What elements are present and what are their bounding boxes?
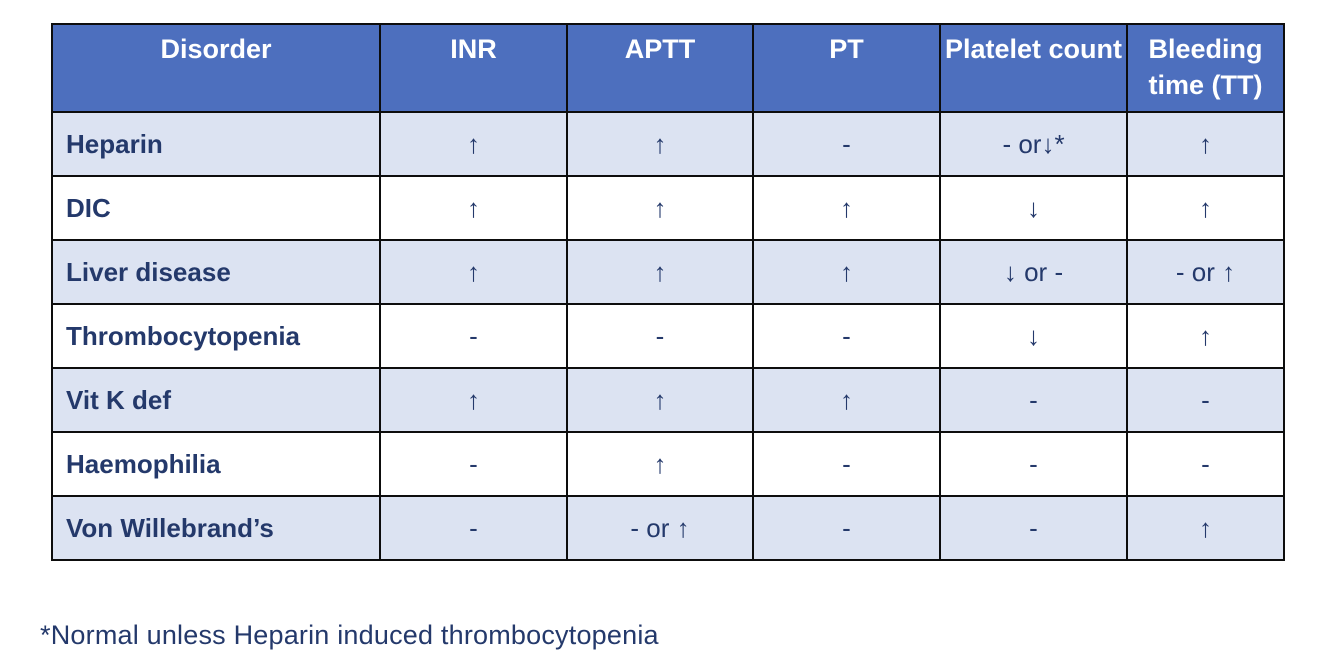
- pt-value-cell: -: [752, 111, 941, 177]
- pt-value-cell: -: [752, 495, 941, 561]
- bleeding-time-value-cell: - or ↑: [1126, 239, 1285, 305]
- pt-value-cell: ↑: [752, 367, 941, 433]
- disorder-name-cell: Heparin: [51, 111, 381, 177]
- inr-value-cell: ↑: [379, 111, 568, 177]
- table-body: Heparin ↑ ↑ - - or↓* ↑ DIC ↑ ↑ ↑ ↓ ↑ Liv…: [51, 111, 1285, 561]
- pt-value-cell: ↑: [752, 239, 941, 305]
- table-row: Thrombocytopenia - - - ↓ ↑: [51, 303, 1285, 369]
- disorder-name-cell: Thrombocytopenia: [51, 303, 381, 369]
- header-row: Disorder INR APTT PT Platelet count Blee…: [51, 23, 1285, 113]
- platelet-count-value-cell: ↓ or -: [939, 239, 1128, 305]
- inr-value-cell: ↑: [379, 367, 568, 433]
- disorder-name-cell: Von Willebrand’s: [51, 495, 381, 561]
- column-header-disorder: Disorder: [51, 23, 381, 113]
- aptt-value-cell: -: [566, 303, 754, 369]
- bleeding-time-value-cell: -: [1126, 367, 1285, 433]
- pt-value-cell: -: [752, 431, 941, 497]
- bleeding-time-value-cell: ↑: [1126, 175, 1285, 241]
- pt-value-cell: ↑: [752, 175, 941, 241]
- bleeding-time-value-cell: ↑: [1126, 495, 1285, 561]
- aptt-value-cell: - or ↑: [566, 495, 754, 561]
- disorder-name-cell: Haemophilia: [51, 431, 381, 497]
- platelet-count-value-cell: ↓: [939, 303, 1128, 369]
- inr-value-cell: -: [379, 303, 568, 369]
- disorder-name-cell: DIC: [51, 175, 381, 241]
- table-row: Haemophilia - ↑ - - -: [51, 431, 1285, 497]
- inr-value-cell: ↑: [379, 239, 568, 305]
- column-header-platelet-count: Platelet count: [939, 23, 1128, 113]
- aptt-value-cell: ↑: [566, 239, 754, 305]
- column-header-aptt: APTT: [566, 23, 754, 113]
- aptt-value-cell: ↑: [566, 111, 754, 177]
- table-row: DIC ↑ ↑ ↑ ↓ ↑: [51, 175, 1285, 241]
- disorders-table: Disorder INR APTT PT Platelet count Blee…: [51, 23, 1285, 561]
- disorder-name-cell: Vit K def: [51, 367, 381, 433]
- table-row: Von Willebrand’s - - or ↑ - - ↑: [51, 495, 1285, 561]
- aptt-value-cell: ↑: [566, 367, 754, 433]
- aptt-value-cell: ↑: [566, 175, 754, 241]
- platelet-count-value-cell: - or↓*: [939, 111, 1128, 177]
- column-header-inr: INR: [379, 23, 568, 113]
- table-row: Vit K def ↑ ↑ ↑ - -: [51, 367, 1285, 433]
- disorder-name-cell: Liver disease: [51, 239, 381, 305]
- bleeding-time-value-cell: ↑: [1126, 303, 1285, 369]
- bleeding-time-value-cell: -: [1126, 431, 1285, 497]
- aptt-value-cell: ↑: [566, 431, 754, 497]
- column-header-bleeding-time: Bleeding time (TT): [1126, 23, 1285, 113]
- column-header-pt: PT: [752, 23, 941, 113]
- platelet-count-value-cell: ↓: [939, 175, 1128, 241]
- platelet-count-value-cell: -: [939, 431, 1128, 497]
- table-row: Liver disease ↑ ↑ ↑ ↓ or - - or ↑: [51, 239, 1285, 305]
- disorders-table-container: Disorder INR APTT PT Platelet count Blee…: [51, 23, 1285, 561]
- inr-value-cell: -: [379, 431, 568, 497]
- platelet-count-value-cell: -: [939, 367, 1128, 433]
- platelet-count-value-cell: -: [939, 495, 1128, 561]
- inr-value-cell: -: [379, 495, 568, 561]
- pt-value-cell: -: [752, 303, 941, 369]
- table-header: Disorder INR APTT PT Platelet count Blee…: [51, 23, 1285, 113]
- inr-value-cell: ↑: [379, 175, 568, 241]
- table-row: Heparin ↑ ↑ - - or↓* ↑: [51, 111, 1285, 177]
- footnote: *Normal unless Heparin induced thrombocy…: [40, 620, 659, 650]
- bleeding-time-value-cell: ↑: [1126, 111, 1285, 177]
